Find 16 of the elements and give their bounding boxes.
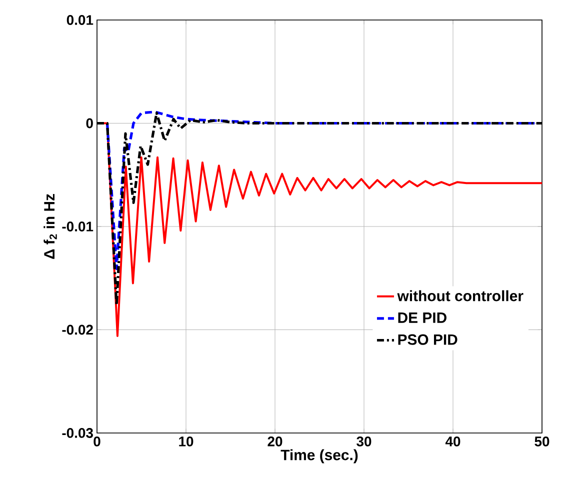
legend-label: without controller [397,290,524,302]
legend-label: PSO PID [398,334,458,345]
y-tick-label: -0.02 [62,324,93,335]
y-tick-label: 0 [86,118,93,128]
x-tick-label: 0 [94,436,100,446]
x-tick-label: 40 [445,436,460,446]
y-axis-title: Δ f$_{2}$ in Hz [44,194,57,259]
x-tick-label: 10 [179,436,194,446]
legend-label: DE PID [398,312,446,323]
x-tick-label: 20 [268,436,282,446]
y-tick-label: 0.01 [66,15,94,25]
y-tick-label: -0.03 [62,428,93,438]
x-tick-label: 30 [356,436,372,446]
x-axis-title: Time (sec.) [280,449,358,464]
x-tick-label: 50 [534,436,550,446]
y-tick-label: -0.01 [62,222,94,232]
